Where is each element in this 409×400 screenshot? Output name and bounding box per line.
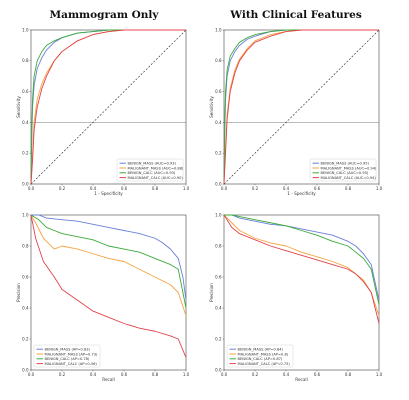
y-tick-label: 0.2 <box>215 336 222 341</box>
legend-box <box>116 158 184 182</box>
x-tick-label: 0.4 <box>90 186 97 191</box>
x-tick-label: 0.4 <box>283 186 290 191</box>
legend-entry: MALIGNANT_CALC (AUC=0.94) <box>321 176 377 180</box>
series-line-malignant-calc <box>223 29 379 185</box>
y-tick-label: 0.6 <box>215 274 222 279</box>
x-tick-label: 0.8 <box>152 186 159 191</box>
x-tick-label: 1.0 <box>183 372 190 377</box>
legend-entry: BENIGN_CALC (AUC=0.95) <box>321 171 369 175</box>
x-axis-label: Recall <box>295 377 308 382</box>
legend-entry: BENIGN_MASS (AP=0.83) <box>45 348 91 352</box>
y-axis-label: Precision <box>16 283 21 302</box>
y-tick-label: 0.0 <box>215 367 222 372</box>
legend-box <box>226 344 294 368</box>
x-tick-label: 0.4 <box>90 372 97 377</box>
series-line-benign-mass <box>224 214 380 301</box>
x-tick-label: 0.2 <box>252 372 259 377</box>
x-tick-label: 1.0 <box>376 186 383 191</box>
x-axis-label: Recall <box>102 377 115 382</box>
x-tick-label: 0.6 <box>121 186 128 191</box>
y-tick-label: 0.2 <box>215 151 222 156</box>
y-tick-label: 0.8 <box>22 58 29 63</box>
y-tick-label: 0.6 <box>215 89 222 94</box>
reference-diagonal <box>30 29 187 185</box>
y-tick-label: 0.0 <box>22 181 29 186</box>
y-axis-label: Precision <box>209 283 214 302</box>
x-tick-label: 0.6 <box>314 186 321 191</box>
y-tick-label: 0.2 <box>22 336 29 341</box>
y-tick-label: 0.0 <box>215 181 222 186</box>
x-tick-label: 0.0 <box>221 372 228 377</box>
x-tick-label: 0.0 <box>221 186 228 191</box>
pr-plot-mammogram-only: 0.0 0.2 0.4 0.6 0.8 1.0 0.0 0.2 0.4 0.6 0.8 1.0 Reca… <box>16 212 190 382</box>
x-tick-label: 0.8 <box>152 372 159 377</box>
x-tick-label: 0.0 <box>28 372 35 377</box>
legend-entry: MALIGNANT_CALC (AP=0.56) <box>45 362 98 366</box>
x-tick-label: 0.2 <box>59 186 66 191</box>
y-tick-label: 1.0 <box>22 212 29 217</box>
y-tick-label: 0.8 <box>22 243 29 248</box>
legend-entry: BENIGN_MASS (AUC=0.93) <box>128 162 177 166</box>
column-title-left: Mammogram Only <box>50 9 160 21</box>
legend-entry: MALIGNANT_MASS (AP=0.8) <box>238 352 289 356</box>
y-tick-label: 0.6 <box>22 89 29 94</box>
series-line-malignant-calc <box>30 29 186 185</box>
x-tick-label: 1.0 <box>183 186 190 191</box>
legend-entry: MALIGNANT_MASS (AP=0.73) <box>45 352 99 356</box>
legend-entry: BENIGN_MASS (AP=0.84) <box>238 348 284 352</box>
series-line-malignant-calc <box>30 214 187 358</box>
y-tick-label: 0.6 <box>22 274 29 279</box>
y-axis-label: Sensitivity <box>16 96 21 118</box>
x-tick-label: 0.8 <box>345 372 352 377</box>
series-line-malignant-mass <box>30 214 187 316</box>
series-line-benign-calc <box>224 214 380 305</box>
series-line-benign-calc <box>30 29 186 185</box>
series-line-benign-calc <box>30 214 187 309</box>
x-tick-label: 0.2 <box>252 186 259 191</box>
legend-entry: MALIGNANT_MASS (AUC=0.88) <box>128 166 185 170</box>
roc-plot-with-clinical-features: 0.0 0.2 0.4 0.6 0.8 1.0 0.0 0.2 0.4 0.6 0.8 1.0 1 - … <box>209 27 383 196</box>
x-tick-label: 1.0 <box>376 372 383 377</box>
y-tick-label: 0.4 <box>22 120 29 125</box>
y-tick-label: 0.8 <box>215 58 222 63</box>
x-tick-label: 0.6 <box>121 372 128 377</box>
x-tick-label: 0.6 <box>314 372 321 377</box>
series-line-malignant-calc <box>223 214 380 324</box>
x-tick-label: 0.0 <box>28 186 35 191</box>
x-axis-label: 1 - Specificity <box>287 191 316 196</box>
legend-box <box>309 158 377 182</box>
x-tick-label: 0.4 <box>283 372 290 377</box>
legend-box <box>33 344 101 368</box>
legend-entry: MALIGNANT_MASS (AUC=0.94) <box>321 166 378 170</box>
y-axis-label: Sensitivity <box>209 96 214 118</box>
x-tick-label: 0.8 <box>345 186 352 191</box>
series-line-benign-mass <box>31 214 187 301</box>
series-line-malignant-mass <box>223 214 380 316</box>
column-title-right: With Clinical Features <box>229 9 362 21</box>
y-tick-label: 0.2 <box>22 151 29 156</box>
x-axis-label: 1 - Specificity <box>94 191 123 196</box>
y-tick-label: 0.0 <box>22 367 29 372</box>
y-tick-label: 0.4 <box>215 120 222 125</box>
reference-diagonal <box>223 29 380 185</box>
plot-frame <box>223 214 380 371</box>
pr-plot-with-clinical-features: 0.0 0.2 0.4 0.6 0.8 1.0 0.0 0.2 0.4 0.6 0.8 1.0 Reca… <box>209 212 383 382</box>
x-tick-label: 0.2 <box>59 372 66 377</box>
y-tick-label: 1.0 <box>215 27 222 32</box>
legend-entry: BENIGN_CALC (AP=0.87) <box>238 357 283 361</box>
y-tick-label: 1.0 <box>22 27 29 32</box>
y-tick-label: 0.8 <box>215 243 222 248</box>
y-tick-label: 0.4 <box>22 305 29 310</box>
legend-entry: BENIGN_CALC (AUC=0.93) <box>128 171 176 175</box>
legend-entry: MALIGNANT_CALC (AP=0.75) <box>238 362 291 366</box>
legend-entry: BENIGN_CALC (AP=0.78) <box>45 357 90 361</box>
legend-entry: MALIGNANT_CALC (AUC=0.90) <box>128 176 184 180</box>
legend-entry: BENIGN_MASS (AUC=0.95) <box>321 162 370 166</box>
y-tick-label: 1.0 <box>215 212 222 217</box>
y-tick-label: 0.4 <box>215 305 222 310</box>
roc-plot-mammogram-only: 0.0 0.2 0.4 0.6 0.8 1.0 0.0 0.2 0.4 0.6 0.8 1.0 1 - … <box>16 27 190 196</box>
